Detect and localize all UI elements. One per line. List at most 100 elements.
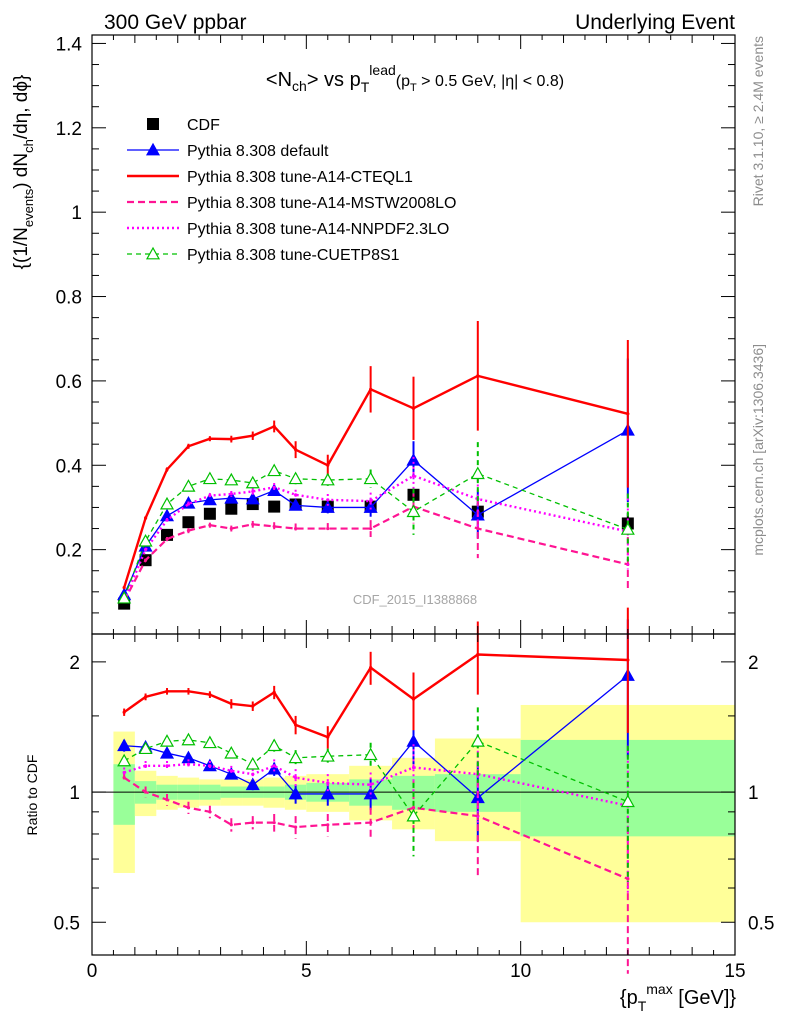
main-data-point [208,494,212,498]
ratio-y-tick-label: 0.5 [54,913,80,934]
ratio-data-point [117,753,132,767]
x-axis-label: {pTmax [GeV]} [620,981,737,1014]
main-data-point [272,524,276,529]
main-data-point [229,492,233,496]
legend-label: Pythia 8.308 tune-CUETP8S1 [187,247,400,264]
header-left: 300 GeV ppbar [104,11,246,34]
main-data-point [224,472,239,486]
main-series-line [123,429,629,596]
main-series-line [123,374,629,588]
main-data-point [294,526,298,531]
ratio-data-point [138,741,153,755]
ratio-data-point [411,806,416,810]
main-data-point [267,463,282,477]
ratio-data-point [208,764,212,768]
ratio-data-point [626,658,630,662]
ratio-data-point [272,820,276,825]
main-title: <Nch> vs pTlead(pT > 0.5 GeV, |η| < 0.8) [266,62,564,95]
ratio-data-point [272,690,276,695]
main-data-point [245,491,260,505]
ratio-data-point [288,786,303,800]
ratio-y-tick-label-right: 2 [748,653,759,674]
main-data-point [369,526,373,531]
legend: CDF Pythia 8.308 default Pythia 8.308 tune… [127,117,456,264]
main-data-point [225,502,238,515]
main-data-point [245,475,260,489]
ratio-data-point [122,770,126,775]
side-label-mcplots: mcplots.cern.ch [arXiv:1306.3436] [750,344,766,556]
main-data-point [470,466,485,480]
ratio-data-point [159,734,175,747]
main-data-point [268,500,281,513]
ratio-data-point [229,702,233,706]
main-data-point [208,437,212,441]
ratio-data-point [143,764,148,768]
ratio-data-point [251,704,255,708]
main-data-point [186,529,191,533]
ratio-data-point [620,794,635,808]
legend-label: Pythia 8.308 tune-A14-MSTW2008LO [187,195,456,212]
ratio-data-point [320,786,335,800]
ratio-data-point [165,764,169,768]
main-data-point [620,522,635,535]
main-data-point [320,500,335,513]
main-y-tick-label: 1.4 [56,34,83,55]
ratio-ylabel: Ratio to CDF [24,755,40,836]
ratio-data-point [294,776,298,780]
main-data-point [229,526,233,531]
ratio-data-point [229,769,233,773]
ratio-data-point [251,772,255,776]
main-data-point [288,498,303,511]
ratio-data-point [208,693,212,697]
main-data-point [363,500,378,513]
main-data-point [272,485,276,489]
ratio-data-point [411,697,416,701]
ratio-y-tick-label-right: 1 [748,783,759,804]
ratio-data-point [320,749,335,762]
main-data-point [326,498,330,502]
main-data-point [202,492,217,506]
main-data-point [251,434,255,438]
main-data-point [138,533,153,547]
main-data-point [406,452,421,466]
main-data-point [411,406,416,410]
ratio-data-point [267,738,282,752]
main-data-point [182,516,195,529]
main-data-point [320,472,335,486]
ratio-data-point [224,745,239,759]
ratio-data-point [181,732,196,746]
ratio-y-tick-label: 2 [69,653,80,674]
main-data-point [251,489,255,494]
ratio-data-point [326,781,330,785]
main-data-point [326,463,330,467]
main-y-tick-label: 0.8 [56,288,82,309]
ratio-data-point [470,734,485,747]
main-data-point [272,424,276,429]
main-data-point [626,412,630,416]
main-data-point [369,499,373,503]
main-data-point [251,522,255,526]
ratio-data-point [245,756,260,770]
ratio-data-point [186,806,191,810]
ratio-y-tick-label: 1 [69,783,80,804]
main-data-point [165,467,169,472]
ratio-data-point [288,750,303,764]
ratio-data-point [202,735,217,749]
legend-label: Pythia 8.308 default [187,143,329,160]
watermark: CDF_2015_I1388868 [353,592,477,607]
main-data-point [143,558,148,562]
main-data-point [208,523,212,527]
x-tick-label: 0 [87,961,98,982]
main-data-point [411,474,416,478]
ratio-data-point [251,820,255,825]
ratio-data-point [369,820,373,825]
main-data-point [165,537,169,541]
ratio-data-point [406,808,421,822]
ratio-data-point [626,877,630,881]
x-tick-label: 5 [301,961,312,982]
ratio-data-point [326,823,330,827]
legend-label: CDF [187,117,220,134]
main-data-point [294,448,298,452]
main-data-point [186,502,191,506]
